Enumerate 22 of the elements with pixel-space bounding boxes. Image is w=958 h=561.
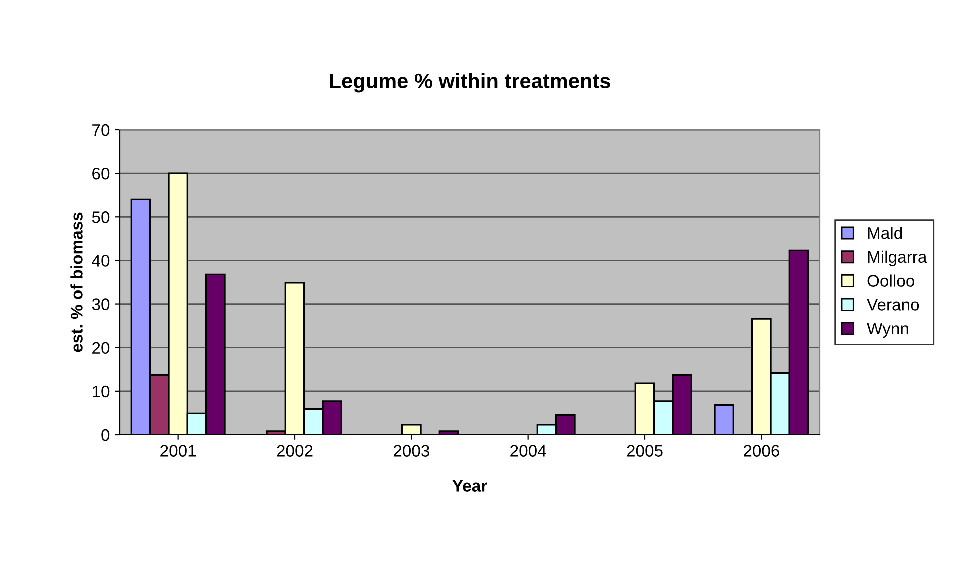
y-tick-label: 20 [92, 342, 110, 354]
legend-label: Verano [867, 299, 920, 311]
y-tick-label: 0 [102, 429, 110, 442]
x-tick-label: 2001 [160, 445, 196, 457]
x-tick-label: 2004 [510, 445, 546, 457]
y-tick-label: 60 [92, 168, 110, 180]
y-tick-label: 30 [92, 298, 110, 310]
chart-title: Legume % within treatments [330, 73, 610, 93]
x-tick-label: 2002 [277, 445, 313, 457]
legend-label: Wynn [867, 323, 908, 338]
x-tick-label: 2006 [744, 445, 780, 457]
legend-label: Milgarra [868, 250, 928, 266]
y-tick-label: 50 [92, 212, 110, 224]
y-tick-label: 40 [92, 255, 110, 267]
legend-label: Oolloo [868, 274, 914, 287]
x-tick-label: 2003 [394, 445, 430, 457]
x-axis-title: Year [452, 480, 488, 492]
legend-label: Mald [868, 226, 902, 240]
x-tick-label: 2005 [627, 445, 663, 457]
y-tick-label: 70 [92, 124, 110, 136]
y-axis-title: est. % of biomass [70, 212, 83, 352]
y-tick-label: 10 [93, 386, 110, 398]
